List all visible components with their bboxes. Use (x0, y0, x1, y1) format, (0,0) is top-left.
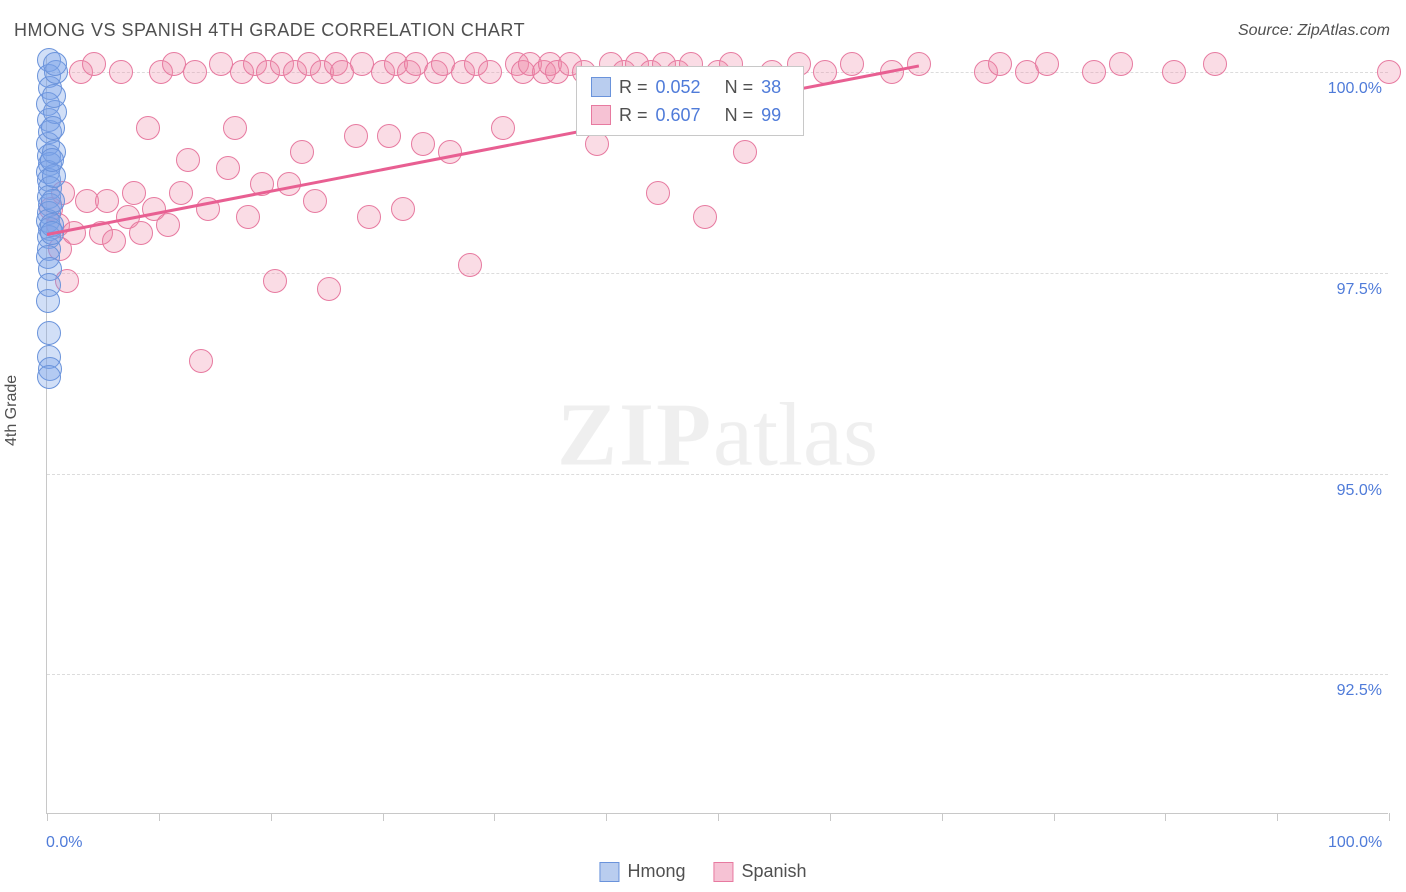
spanish-point (216, 156, 240, 180)
r-label: R = (619, 105, 648, 126)
chart-title: HMONG VS SPANISH 4TH GRADE CORRELATION C… (14, 20, 525, 41)
spanish-point (263, 269, 287, 293)
spanish-point (109, 60, 133, 84)
n-value: 38 (761, 77, 781, 98)
spanish-point (1035, 52, 1059, 76)
hmong-swatch (591, 77, 611, 97)
x-tick (1165, 813, 1166, 821)
n-label: N = (725, 77, 754, 98)
correlation-legend: R = 0.052 N = 38 R = 0.607 N = 99 (576, 66, 804, 136)
r-label: R = (619, 77, 648, 98)
spanish-point (303, 189, 327, 213)
spanish-swatch (591, 105, 611, 125)
spanish-point (189, 349, 213, 373)
spanish-point (223, 116, 247, 140)
spanish-point (377, 124, 401, 148)
legend-label: Hmong (627, 861, 685, 882)
spanish-point (169, 181, 193, 205)
hmong-point (40, 148, 64, 172)
spanish-point (122, 181, 146, 205)
spanish-point (136, 116, 160, 140)
x-tick (159, 813, 160, 821)
r-value: 0.052 (656, 77, 701, 98)
spanish-point (236, 205, 260, 229)
spanish-point (176, 148, 200, 172)
spanish-point (693, 205, 717, 229)
spanish-point (840, 52, 864, 76)
legend-item-spanish: Spanish (713, 861, 806, 882)
spanish-point (1203, 52, 1227, 76)
spanish-point (411, 132, 435, 156)
spanish-point (156, 213, 180, 237)
spanish-point (458, 253, 482, 277)
x-tick (606, 813, 607, 821)
spanish-point (62, 221, 86, 245)
x-tick (1054, 813, 1055, 821)
x-tick (718, 813, 719, 821)
n-label: N = (725, 105, 754, 126)
spanish-point (129, 221, 153, 245)
y-axis-title: 4th Grade (3, 375, 21, 446)
hmong-point (43, 52, 67, 76)
x-tick (47, 813, 48, 821)
gridline (47, 273, 1388, 274)
y-tick-label: 100.0% (1312, 80, 1382, 98)
spanish-point (733, 140, 757, 164)
spanish-point (391, 197, 415, 221)
x-tick (1389, 813, 1390, 821)
gridline (47, 674, 1388, 675)
spanish-point (290, 140, 314, 164)
x-axis-max-label: 100.0% (1328, 834, 1382, 852)
hmong-point (41, 189, 65, 213)
x-axis-min-label: 0.0% (46, 834, 82, 852)
source-label: Source: ZipAtlas.com (1238, 22, 1390, 40)
chart-container: HMONG VS SPANISH 4TH GRADE CORRELATION C… (0, 0, 1406, 892)
legend-item-hmong: Hmong (599, 861, 685, 882)
hmong-swatch (599, 862, 619, 882)
legend-row-hmong: R = 0.052 N = 38 (591, 73, 789, 101)
spanish-point (988, 52, 1012, 76)
spanish-point (317, 277, 341, 301)
hmong-point (36, 289, 60, 313)
x-tick (830, 813, 831, 821)
x-tick (494, 813, 495, 821)
plot-area: ZIPatlas (46, 56, 1388, 814)
hmong-point (37, 365, 61, 389)
x-tick (271, 813, 272, 821)
spanish-swatch (713, 862, 733, 882)
n-value: 99 (761, 105, 781, 126)
spanish-point (102, 229, 126, 253)
gridline (47, 474, 1388, 475)
hmong-point (42, 84, 66, 108)
spanish-point (478, 60, 502, 84)
r-value: 0.607 (656, 105, 701, 126)
legend-label: Spanish (741, 861, 806, 882)
y-tick-label: 95.0% (1312, 482, 1382, 500)
spanish-point (344, 124, 368, 148)
legend-row-spanish: R = 0.607 N = 99 (591, 101, 789, 129)
spanish-point (1162, 60, 1186, 84)
spanish-point (357, 205, 381, 229)
spanish-point (183, 60, 207, 84)
y-tick-label: 97.5% (1312, 281, 1382, 299)
spanish-point (95, 189, 119, 213)
spanish-point (82, 52, 106, 76)
spanish-point (1109, 52, 1133, 76)
x-tick (942, 813, 943, 821)
watermark: ZIPatlas (557, 383, 878, 486)
x-tick (1277, 813, 1278, 821)
spanish-point (646, 181, 670, 205)
series-legend: Hmong Spanish (599, 861, 806, 882)
spanish-point (491, 116, 515, 140)
x-tick (383, 813, 384, 821)
hmong-point (37, 321, 61, 345)
spanish-point (1082, 60, 1106, 84)
hmong-point (41, 116, 65, 140)
y-tick-label: 92.5% (1312, 682, 1382, 700)
spanish-point (907, 52, 931, 76)
